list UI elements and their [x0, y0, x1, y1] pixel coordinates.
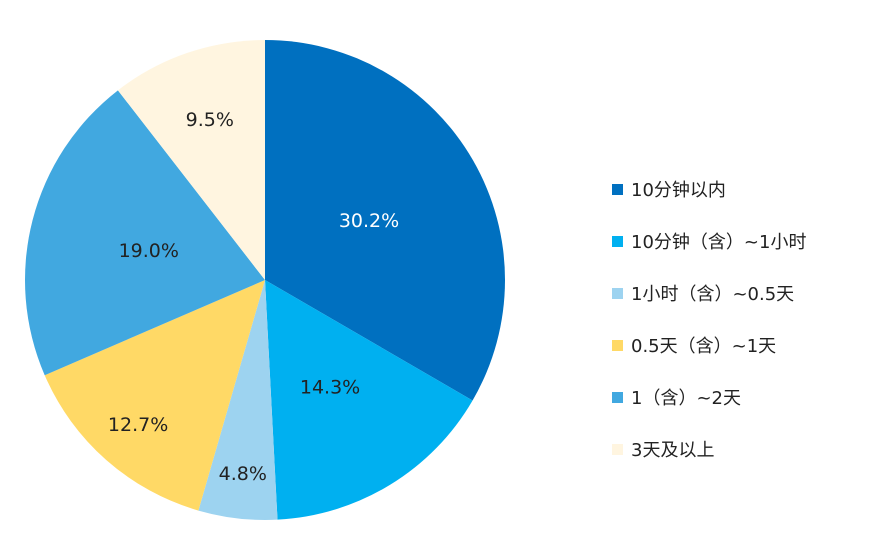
legend-label: 1小时（含）~0.5天 [631, 284, 795, 305]
legend-swatch [612, 391, 623, 403]
legend-swatch [612, 183, 623, 195]
pie-chart: 30.2% 14.3% 4.8% 12.7% 19.0% 9.5% [24, 40, 506, 520]
pie-slice [24, 90, 266, 376]
legend-label: 3天及以上 [631, 440, 715, 461]
legend: 10分钟以内 10分钟（含）~1小时 1小时（含）~0.5天 0.5天（含）~1天 1（… [612, 163, 806, 475]
pie-slice [198, 280, 278, 520]
pie-slice [44, 280, 266, 511]
legend-swatch [612, 443, 623, 455]
legend-item: 1（含）~2天 [612, 371, 806, 423]
legend-swatch [612, 235, 623, 247]
legend-item: 3天及以上 [612, 423, 806, 475]
slice-data-label: 30.2% [339, 210, 399, 232]
legend-swatch [612, 339, 623, 351]
legend-label: 1（含）~2天 [631, 388, 741, 409]
pie-slice [265, 280, 473, 520]
slice-data-label: 19.0% [119, 240, 179, 262]
pie-slice [265, 40, 506, 401]
legend-item: 1小时（含）~0.5天 [612, 267, 806, 319]
legend-item: 0.5天（含）~1天 [612, 319, 806, 371]
legend-label: 0.5天（含）~1天 [631, 336, 777, 357]
slice-data-label: 14.3% [300, 376, 360, 398]
slice-data-label: 4.8% [219, 463, 267, 485]
slice-data-label: 12.7% [108, 414, 168, 436]
slice-data-label: 9.5% [186, 109, 234, 131]
pie-slice [117, 40, 265, 280]
legend-item: 10分钟以内 [612, 163, 806, 215]
legend-swatch [612, 287, 623, 299]
legend-label: 10分钟以内 [631, 180, 726, 201]
legend-item: 10分钟（含）~1小时 [612, 215, 806, 267]
legend-label: 10分钟（含）~1小时 [631, 232, 807, 253]
